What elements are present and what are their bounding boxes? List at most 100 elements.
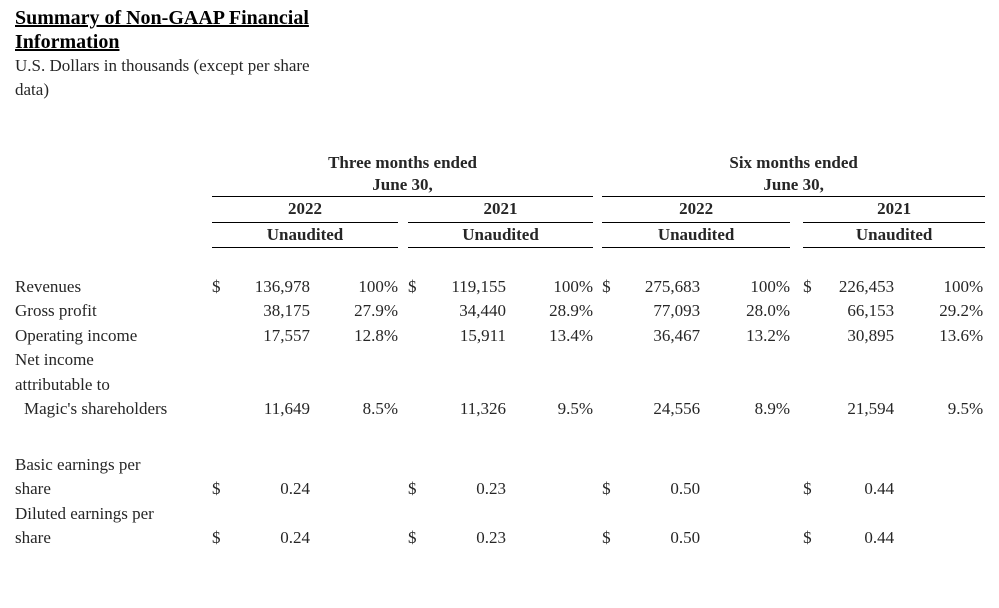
column-gap (398, 299, 408, 324)
dollar-sign-cell (408, 348, 430, 422)
column-gap (790, 348, 803, 422)
row-label-line: Magic's shareholders (24, 399, 168, 418)
row-label: Revenues (15, 275, 212, 300)
amount-value: 0.24 (280, 528, 310, 547)
column-gap (398, 197, 408, 223)
column-gap (398, 275, 408, 300)
year-header-row: 2022 2021 2022 2021 (15, 196, 986, 223)
row-label-line: share (15, 479, 51, 498)
column-gap (593, 324, 602, 349)
dollar-sign-cell (212, 324, 234, 349)
percent-value: 13.2% (746, 325, 791, 345)
row-label-line: Operating income (15, 325, 138, 345)
row-label: Net income attributable to Magic's share… (15, 348, 212, 422)
dollar-sign-cell (803, 324, 825, 349)
amount-value: 66,153 (847, 301, 895, 320)
amount-value: 0.50 (670, 528, 701, 547)
column-gap (790, 502, 803, 551)
period-header-three-months: Three months ended June 30, (212, 152, 594, 197)
document-subtitle: U.S. Dollars in thousands (except per sh… (15, 54, 999, 102)
column-gap (593, 152, 602, 197)
column-gap (593, 299, 602, 324)
document-title: Summary of Non-GAAP Financial Informatio… (15, 6, 999, 54)
dollar-sign-cell: $ (602, 528, 611, 547)
percent-value: 27.9% (354, 301, 398, 320)
year-header-2022-q: 2022 (212, 196, 398, 223)
amount-value: 15,911 (459, 325, 506, 345)
dollar-sign-cell: $ (803, 479, 812, 498)
percent-value: 8.9% (754, 399, 791, 418)
row-label-line: Net income (15, 350, 94, 369)
row-label-line: attributable to (15, 374, 110, 394)
amount-value: 0.44 (864, 479, 895, 498)
period-label-line1: Three months ended (328, 153, 477, 172)
table-row-basic-eps: Basic earnings per share $ 0.24 $ 0.23 $… (15, 453, 985, 502)
year-header-2022-h: 2022 (602, 196, 791, 223)
row-label-line: Gross profit (15, 301, 97, 320)
column-gap (790, 299, 803, 324)
table-row-operating-income: Operating income 17,557 12.8% 15,911 13.… (15, 324, 985, 349)
amount-value: 0.23 (476, 528, 506, 547)
percent-value (310, 502, 398, 551)
percent-value: 9.5% (947, 399, 984, 418)
document-title-line2: Information (15, 31, 120, 53)
amount-value: 30,895 (847, 325, 895, 345)
amount-value: 119,155 (451, 276, 506, 296)
column-gap (790, 324, 803, 349)
percent-value (506, 502, 593, 551)
row-label-line: Diluted earnings per (15, 503, 154, 523)
amount-value: 226,453 (838, 276, 895, 296)
period-label-line2: June 30, (372, 175, 433, 194)
document-title-line1: Summary of Non-GAAP Financial (15, 7, 309, 29)
amount-value: 36,467 (653, 325, 701, 345)
percent-value: 100% (943, 276, 984, 296)
percent-value: 28.0% (746, 301, 791, 320)
year-header-2021-q: 2021 (408, 196, 594, 223)
dollar-sign-cell: $ (212, 276, 221, 296)
amount-value: 38,175 (263, 301, 310, 320)
row-label: Gross profit (15, 299, 212, 324)
period-header-row: Three months ended June 30, Six months e… (15, 152, 986, 197)
unaudited-label: Unaudited (212, 222, 398, 248)
dollar-sign-cell (212, 348, 234, 422)
column-gap (398, 453, 408, 502)
period-label-line1: Six months ended (729, 153, 858, 172)
dollar-sign-cell (803, 299, 825, 324)
financial-table: Three months ended June 30, Six months e… (15, 152, 986, 551)
amount-value: 24,556 (653, 399, 701, 418)
dollar-sign-cell: $ (803, 528, 812, 547)
unaudited-label: Unaudited (803, 222, 986, 248)
column-gap (790, 197, 803, 223)
percent-value: 100% (553, 276, 594, 296)
column-gap (593, 348, 602, 422)
document-subtitle-line2: data) (15, 80, 49, 99)
row-label: Operating income (15, 324, 212, 349)
dollar-sign-cell: $ (212, 479, 221, 498)
amount-value: 0.24 (280, 479, 310, 498)
empty-cell (15, 197, 212, 223)
dollar-sign-cell: $ (602, 276, 611, 296)
period-header-six-months: Six months ended June 30, (602, 152, 986, 197)
percent-value: 100% (750, 276, 791, 296)
year-header-2021-h: 2021 (803, 196, 986, 223)
period-label-line2: June 30, (763, 175, 824, 194)
dollar-sign-cell: $ (408, 528, 417, 547)
dollar-sign-cell (408, 324, 430, 349)
unaudited-label: Unaudited (408, 222, 594, 248)
spacer-row (15, 248, 985, 275)
percent-value (894, 453, 985, 502)
row-label-line: share (15, 528, 51, 547)
column-gap (398, 324, 408, 349)
amount-value: 0.44 (864, 528, 895, 547)
column-gap (593, 275, 602, 300)
amount-value: 0.23 (476, 479, 506, 498)
column-gap (398, 222, 408, 248)
percent-value (310, 453, 398, 502)
dollar-sign-cell (602, 299, 624, 324)
empty-corner-cell (15, 152, 212, 197)
amount-value: 136,978 (254, 276, 310, 296)
table-row-revenues: Revenues $ 136,978 100% $ 119,155 100% $… (15, 275, 985, 300)
amount-value: 21,594 (847, 399, 895, 418)
column-gap (593, 222, 602, 248)
